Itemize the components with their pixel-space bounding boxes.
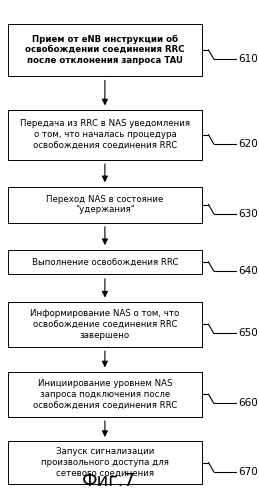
FancyBboxPatch shape [8,372,202,417]
Text: 660: 660 [238,398,258,408]
Text: Передача из RRC в NAS уведомления
о том, что началась процедура
освобождения сое: Передача из RRC в NAS уведомления о том,… [20,119,190,150]
Text: Инициирование уровнем NAS
запроса подключения после
освобождения соединения RRC: Инициирование уровнем NAS запроса подклю… [33,379,177,410]
Text: Выполнение освобождения RRC: Выполнение освобождения RRC [32,257,178,266]
FancyBboxPatch shape [8,24,202,76]
Text: Фиг.7: Фиг.7 [82,472,136,490]
FancyBboxPatch shape [8,250,202,274]
Text: 670: 670 [238,467,258,477]
Text: 640: 640 [238,266,258,276]
FancyBboxPatch shape [8,187,202,223]
Text: 610: 610 [238,54,258,64]
Text: Переход NAS в состояние
"удержания": Переход NAS в состояние "удержания" [46,195,164,215]
Text: Запуск сигнализации
произвольного доступа для
сетевого соединения: Запуск сигнализации произвольного доступ… [41,447,169,478]
Text: Информирование NAS о том, что
освобождение соединения RRC
завершено: Информирование NAS о том, что освобожден… [30,309,179,340]
Text: 620: 620 [238,139,258,149]
Text: 650: 650 [238,328,258,338]
Text: 630: 630 [238,209,258,219]
Text: Прием от eNB инструкции об
освобождении соединения RRC
после отклонения запроса : Прием от eNB инструкции об освобождении … [25,34,185,65]
FancyBboxPatch shape [8,442,202,484]
FancyBboxPatch shape [8,302,202,347]
FancyBboxPatch shape [8,110,202,160]
